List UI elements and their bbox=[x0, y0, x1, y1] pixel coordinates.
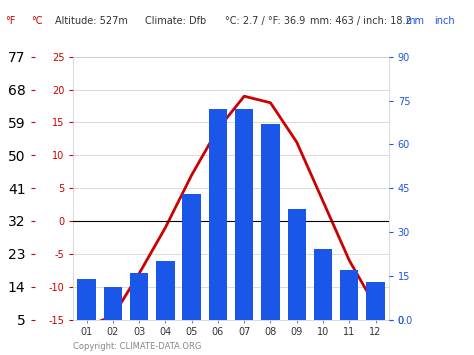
Bar bbox=[261, 124, 280, 320]
Bar bbox=[288, 209, 306, 320]
Bar bbox=[366, 282, 385, 320]
Text: °C: 2.7 / °F: 36.9: °C: 2.7 / °F: 36.9 bbox=[225, 16, 305, 26]
Bar bbox=[104, 288, 122, 320]
Bar bbox=[182, 194, 201, 320]
Text: mm: mm bbox=[405, 16, 424, 26]
Text: °C: °C bbox=[31, 16, 42, 26]
Text: inch: inch bbox=[434, 16, 455, 26]
Text: mm: 463 / inch: 18.2: mm: 463 / inch: 18.2 bbox=[310, 16, 412, 26]
Bar bbox=[314, 250, 332, 320]
Bar bbox=[77, 279, 96, 320]
Bar bbox=[130, 273, 148, 320]
Text: Copyright: CLIMATE-DATA.ORG: Copyright: CLIMATE-DATA.ORG bbox=[73, 343, 202, 351]
Bar bbox=[235, 109, 254, 320]
Text: °F: °F bbox=[5, 16, 15, 26]
Text: Climate: Dfb: Climate: Dfb bbox=[145, 16, 206, 26]
Bar bbox=[340, 270, 358, 320]
Bar bbox=[156, 261, 174, 320]
Text: Altitude: 527m: Altitude: 527m bbox=[55, 16, 128, 26]
Bar bbox=[209, 109, 227, 320]
